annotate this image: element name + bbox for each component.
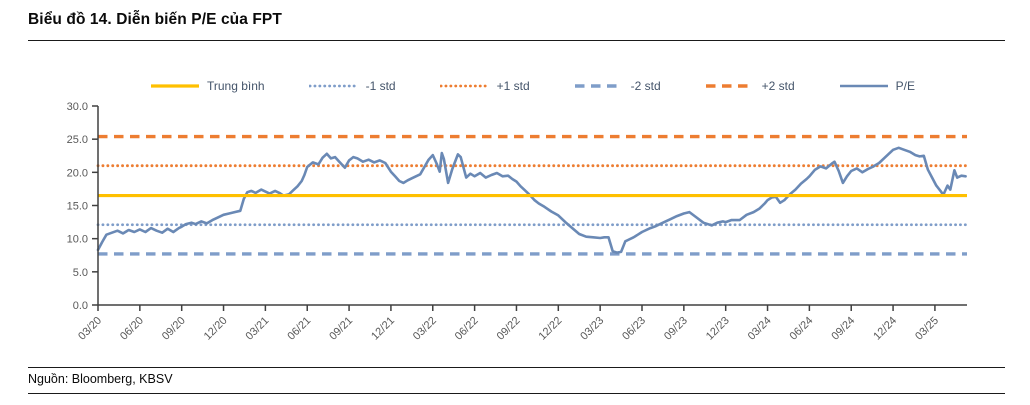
x-tick-label: 03/21 bbox=[244, 315, 272, 343]
x-tick-label: 09/20 bbox=[160, 315, 188, 343]
legend-swatch-plus-1-std-line bbox=[439, 84, 490, 88]
y-tick-label: 0.0 bbox=[73, 300, 88, 312]
legend-label-minus-2-std: -2 std bbox=[630, 79, 661, 93]
chart-title: Biểu đồ 14. Diễn biến P/E của FPT bbox=[28, 11, 282, 28]
y-tick-label: 20.0 bbox=[67, 167, 88, 179]
legend-item-mean: Trung bình bbox=[150, 79, 265, 93]
x-tick-label: 06/22 bbox=[453, 315, 481, 343]
x-tick-label: 09/24 bbox=[829, 315, 857, 343]
legend-label-minus-1-std: -1 std bbox=[365, 79, 396, 93]
x-tick-label: 03/23 bbox=[578, 315, 606, 343]
legend-item-plus-1-std: +1 std bbox=[439, 79, 530, 93]
legend-swatch-minus-2-std-line bbox=[574, 84, 623, 88]
title-divider bbox=[28, 40, 1005, 41]
x-tick-label: 12/20 bbox=[202, 315, 230, 343]
y-tick-label: 10.0 bbox=[67, 234, 88, 246]
legend-swatch-minus-1-std-line bbox=[308, 84, 359, 88]
source-divider-top bbox=[28, 367, 1005, 368]
y-tick-label: 5.0 bbox=[73, 267, 88, 279]
x-tick-label: 03/25 bbox=[913, 315, 941, 343]
legend-label-plus-2-std: +2 std bbox=[761, 79, 795, 93]
legend-swatch-plus-2-std-line bbox=[705, 84, 754, 88]
x-tick-label: 06/23 bbox=[620, 315, 648, 343]
x-tick-label: 09/22 bbox=[495, 315, 523, 343]
source-text: Nguồn: Bloomberg, KBSV bbox=[28, 371, 173, 386]
pe-series-line bbox=[96, 146, 967, 254]
y-tick-label: 25.0 bbox=[67, 134, 88, 146]
x-tick-label: 03/24 bbox=[746, 315, 774, 343]
legend-item-minus-1-std: -1 std bbox=[308, 79, 396, 93]
x-tick-label: 03/20 bbox=[76, 315, 104, 343]
x-tick-label: 09/21 bbox=[327, 315, 355, 343]
legend-label-pe: P/E bbox=[895, 79, 916, 93]
legend-item-pe: P/E bbox=[839, 79, 915, 93]
x-tick-label: 12/22 bbox=[536, 315, 564, 343]
y-tick-label: 15.0 bbox=[67, 201, 88, 213]
x-tick-label: 12/21 bbox=[369, 315, 397, 343]
legend-item-minus-2-std: -2 std bbox=[574, 79, 661, 93]
x-tick-label: 03/22 bbox=[411, 315, 439, 343]
legend-label-plus-1-std: +1 std bbox=[496, 79, 530, 93]
legend-label-mean: Trung bình bbox=[206, 79, 265, 93]
legend-swatch-mean-line bbox=[150, 84, 199, 88]
legend-swatch-pe-line bbox=[839, 84, 888, 88]
x-tick-label: 06/21 bbox=[285, 315, 313, 343]
x-tick-label: 06/20 bbox=[118, 315, 146, 343]
chart-legend: Trung bình -1 std +1 std -2 std +2 std P/E bbox=[98, 79, 967, 93]
x-tick-label: 06/24 bbox=[788, 315, 816, 343]
x-tick-label: 12/23 bbox=[704, 315, 732, 343]
source-divider-bottom bbox=[28, 393, 1005, 394]
legend-item-plus-2-std: +2 std bbox=[705, 79, 795, 93]
x-tick-label: 12/24 bbox=[871, 315, 899, 343]
x-tick-label: 09/23 bbox=[662, 315, 690, 343]
y-tick-label: 30.0 bbox=[67, 101, 88, 113]
